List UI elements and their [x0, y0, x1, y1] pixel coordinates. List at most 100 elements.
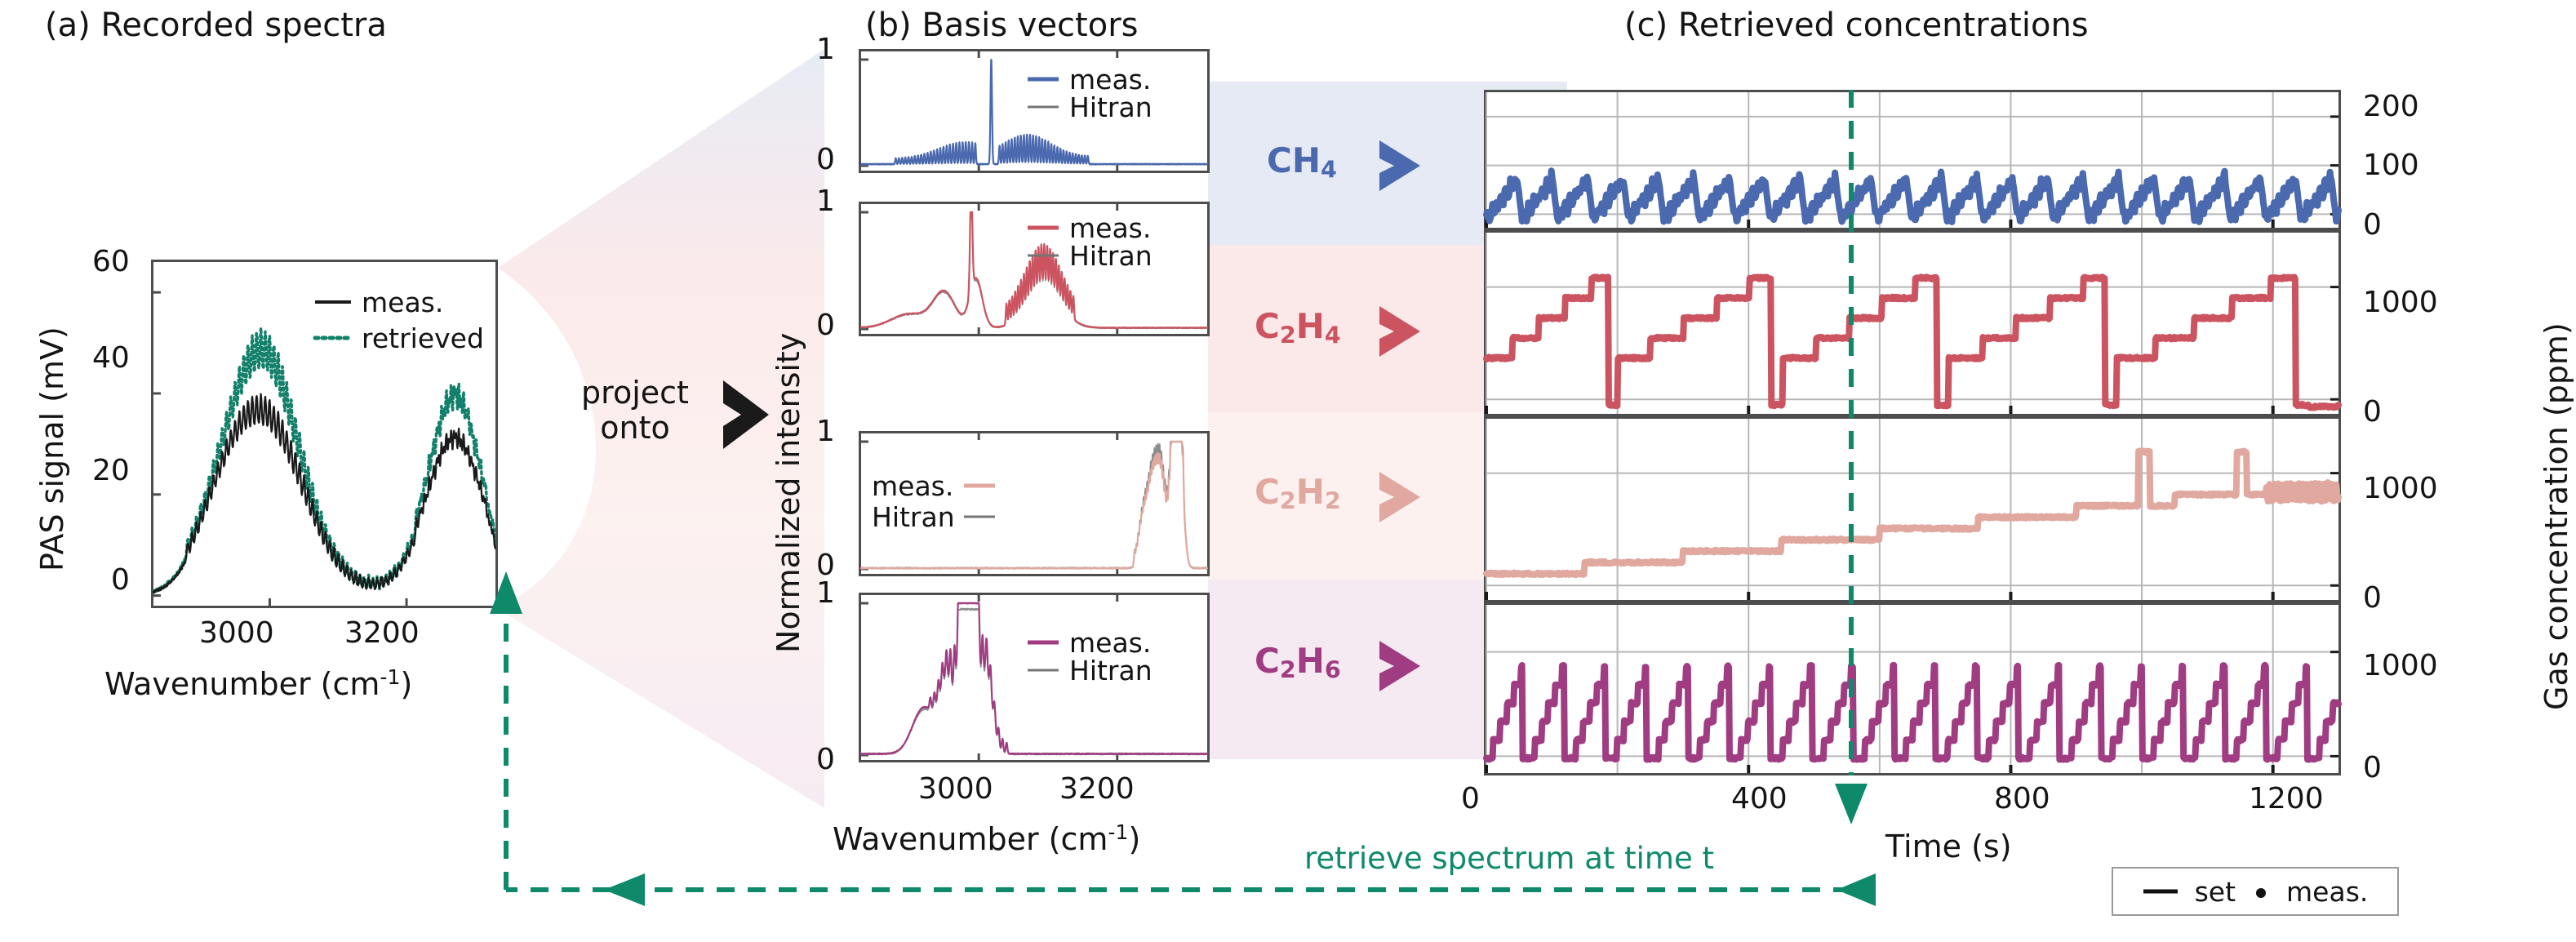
molecule-label-c2h6-text: H	[1295, 641, 1325, 681]
panel-c-subplot-c2h4[interactable]	[1483, 230, 2342, 416]
panel-b-c2h6-legend-hitran: Hitran	[1069, 654, 1153, 687]
panel-b-subplot-c2h4[interactable]	[859, 202, 1210, 336]
panel-b-ch4-legend-hitran: Hitran	[1069, 91, 1153, 123]
molecule-label-c2h2-sub: 2	[1324, 487, 1341, 515]
panel-a-legend-meas: meas.	[362, 286, 444, 318]
panel-a-legend-retrieved: retrieved	[362, 322, 484, 354]
panel-b-c2h4-legend: meas. Hitran	[1027, 211, 1153, 272]
panel-b-title: (b) Basis vectors	[865, 7, 1139, 44]
panel-b-c2h6-ytick-1: 1	[816, 576, 835, 610]
panel-b-c2h4-legend-hitran: Hitran	[1069, 239, 1153, 272]
panel-c-xtick-0: 0	[1461, 782, 1480, 815]
panel-c-subplot-ch4[interactable]	[1483, 90, 2342, 230]
panel-a-ytick-20: 20	[92, 454, 130, 487]
panel-b-c2h2-legend-meas: meas.	[872, 469, 954, 502]
panel-c-c2h6-ytick-1000: 1000	[2363, 649, 2438, 682]
panel-b-ch4-ytick-0: 0	[816, 143, 835, 176]
panel-b-xlabel: Wavenumber (cm-1)	[833, 820, 1140, 857]
panel-b-c2h4-ytick-0: 0	[816, 309, 835, 342]
panel-c-title: (c) Retrieved concentrations	[1624, 7, 2089, 44]
panel-c-c2h4-ytick-1000: 1000	[2363, 286, 2438, 319]
panel-b-c2h6-legend-meas: meas.	[1069, 626, 1152, 659]
molecule-label-c2h4-c: C	[1255, 306, 1280, 346]
panel-b-subplot-c2h6[interactable]	[859, 593, 1210, 762]
panel-c-c2h2-ytick-1000: 1000	[2363, 472, 2438, 505]
panel-a-ytick-0: 0	[111, 563, 130, 597]
legend-line-ch4-icon	[1028, 77, 1059, 82]
panel-a-ytick-40: 40	[92, 341, 130, 375]
project-onto-line2: onto	[600, 409, 670, 446]
legend-line-c2h2-icon	[964, 483, 995, 488]
molecule-label-c2h4: C2H4	[1255, 306, 1341, 349]
panel-b-subplot-ch4[interactable]	[859, 49, 1210, 173]
panel-b-xtick-3200: 3200	[1059, 772, 1135, 806]
project-onto-chevron-icon	[723, 380, 769, 449]
panel-b-ch4-legend-meas: meas.	[1069, 63, 1152, 96]
legend-line-hitran-icon	[1028, 669, 1059, 672]
panel-a-xlabel-text: Wavenumber (cm	[104, 666, 380, 703]
funnel-shape	[498, 49, 824, 808]
panel-b-c2h4-legend-meas: meas.	[1069, 211, 1152, 244]
panel-a-xtick-3000: 3000	[199, 616, 274, 650]
panel-b-subplot-c2h2[interactable]	[859, 431, 1210, 576]
panel-b-ch4-ytick-1: 1	[816, 33, 835, 66]
molecule-label-c2h6-sub: 6	[1324, 655, 1341, 684]
molecule-label-c2h6-sub1: 2	[1279, 655, 1296, 684]
panel-a-legend: meas. retrieved	[313, 284, 484, 356]
panel-b-c2h2-legend: meas. Hitran	[872, 469, 996, 533]
panel-b-xlabel-text: Wavenumber (cm	[833, 821, 1108, 858]
panel-b-c2h2-ytick-0: 0	[816, 549, 835, 582]
panel-c-subplot-c2h6[interactable]	[1483, 602, 2342, 775]
panel-c-c2h4-ytick-0: 0	[2363, 395, 2382, 429]
panel-c-c2h2-ytick-0: 0	[2363, 581, 2382, 615]
panel-c-ch4-ytick-100: 100	[2363, 149, 2419, 182]
panel-b-c2h2-ytick-1: 1	[816, 415, 835, 448]
panel-a-xlabel-tail: )	[400, 666, 413, 703]
legend-line-hitran-icon	[1028, 254, 1059, 257]
molecule-label-c2h6-c: C	[1255, 641, 1280, 681]
panel-c-xtick-400: 400	[1731, 782, 1788, 815]
panel-c-legend-set: set	[2194, 875, 2236, 908]
panel-c-legend: set meas.	[2112, 867, 2399, 916]
panel-b-c2h2-legend-hitran: Hitran	[872, 500, 955, 533]
panel-a-plot[interactable]	[151, 260, 498, 608]
panel-c-ch4-ytick-0: 0	[2363, 208, 2382, 242]
molecule-label-ch4-sub: 4	[1320, 155, 1337, 184]
project-onto-line1: project	[581, 375, 689, 411]
legend-line-set-icon	[2143, 889, 2178, 894]
panel-b-xlabel-tail: )	[1128, 821, 1141, 858]
panel-b-c2h4-ytick-1: 1	[816, 184, 835, 218]
panel-a-xtick-3200: 3200	[344, 616, 420, 650]
molecule-label-ch4-text: CH	[1267, 140, 1321, 180]
molecule-label-c2h4-text: H	[1295, 306, 1325, 346]
molecule-label-ch4: CH4	[1267, 140, 1337, 183]
legend-line-c2h6-icon	[1028, 640, 1059, 645]
panel-a-ytick-60: 60	[92, 245, 130, 278]
molecule-label-c2h2-c: C	[1255, 472, 1280, 512]
panel-c-subplot-c2h2[interactable]	[1483, 416, 2342, 602]
panel-b-xtick-3000: 3000	[918, 772, 993, 806]
chevron-icon-c2h6	[1379, 641, 1420, 691]
molecule-label-c2h2: C2H2	[1255, 472, 1341, 514]
panel-b-ch4-legend: meas. Hitran	[1027, 63, 1153, 123]
legend-line-hitran-icon	[1028, 105, 1059, 109]
panel-c-xtick-800: 800	[1994, 782, 2050, 815]
legend-line-hitran-icon	[964, 515, 995, 518]
molecule-label-c2h4-sub: 4	[1324, 321, 1341, 349]
chevron-icon-ch4	[1379, 140, 1420, 191]
panel-c-xlabel: Time (s)	[1885, 829, 2012, 864]
molecule-label-c2h2-text: H	[1295, 472, 1325, 512]
chevron-icon-c2h2	[1379, 472, 1420, 522]
panel-c-legend-meas: meas.	[2286, 875, 2369, 908]
legend-line-dotted-icon	[313, 335, 353, 340]
panel-c-c2h6-ytick-0: 0	[2363, 751, 2382, 784]
legend-dot-meas-icon	[2256, 888, 2267, 898]
chevron-icon-c2h4	[1379, 306, 1420, 357]
retrieve-spectrum-label: retrieve spectrum at time t	[1304, 841, 1714, 876]
molecule-label-c2h2-sub1: 2	[1279, 487, 1296, 515]
panel-b-xlabel-sup: -1	[1108, 820, 1129, 844]
panel-b-c2h6-ytick-0: 0	[816, 743, 835, 776]
project-onto-label: project onto	[557, 375, 713, 445]
panel-c-ch4-ytick-200: 200	[2363, 90, 2419, 123]
